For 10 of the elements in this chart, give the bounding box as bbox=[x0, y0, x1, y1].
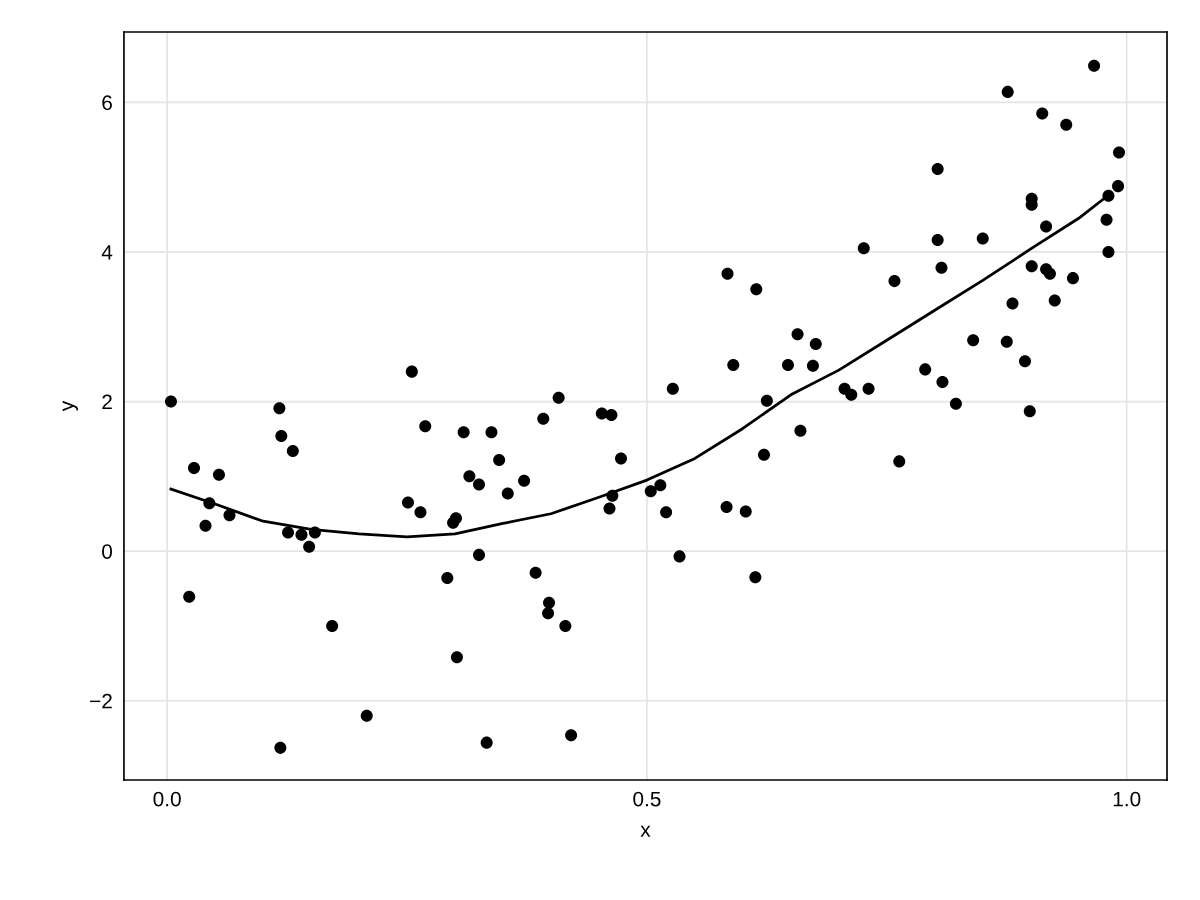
y-axis-title: y bbox=[62, 400, 78, 412]
x-axis-title: x bbox=[640, 825, 651, 837]
x-tick-label: 1.0 bbox=[1113, 791, 1141, 807]
y-tick-label: 6 bbox=[102, 95, 112, 111]
x-tick-label: 0.5 bbox=[633, 791, 661, 807]
y-tick-label: 2 bbox=[102, 394, 112, 410]
y-tick-label: 0 bbox=[102, 544, 113, 559]
y-tick-label: 4 bbox=[101, 245, 113, 260]
x-tick-label: 0.0 bbox=[153, 791, 181, 807]
y-tick-label: −2 bbox=[90, 693, 112, 709]
